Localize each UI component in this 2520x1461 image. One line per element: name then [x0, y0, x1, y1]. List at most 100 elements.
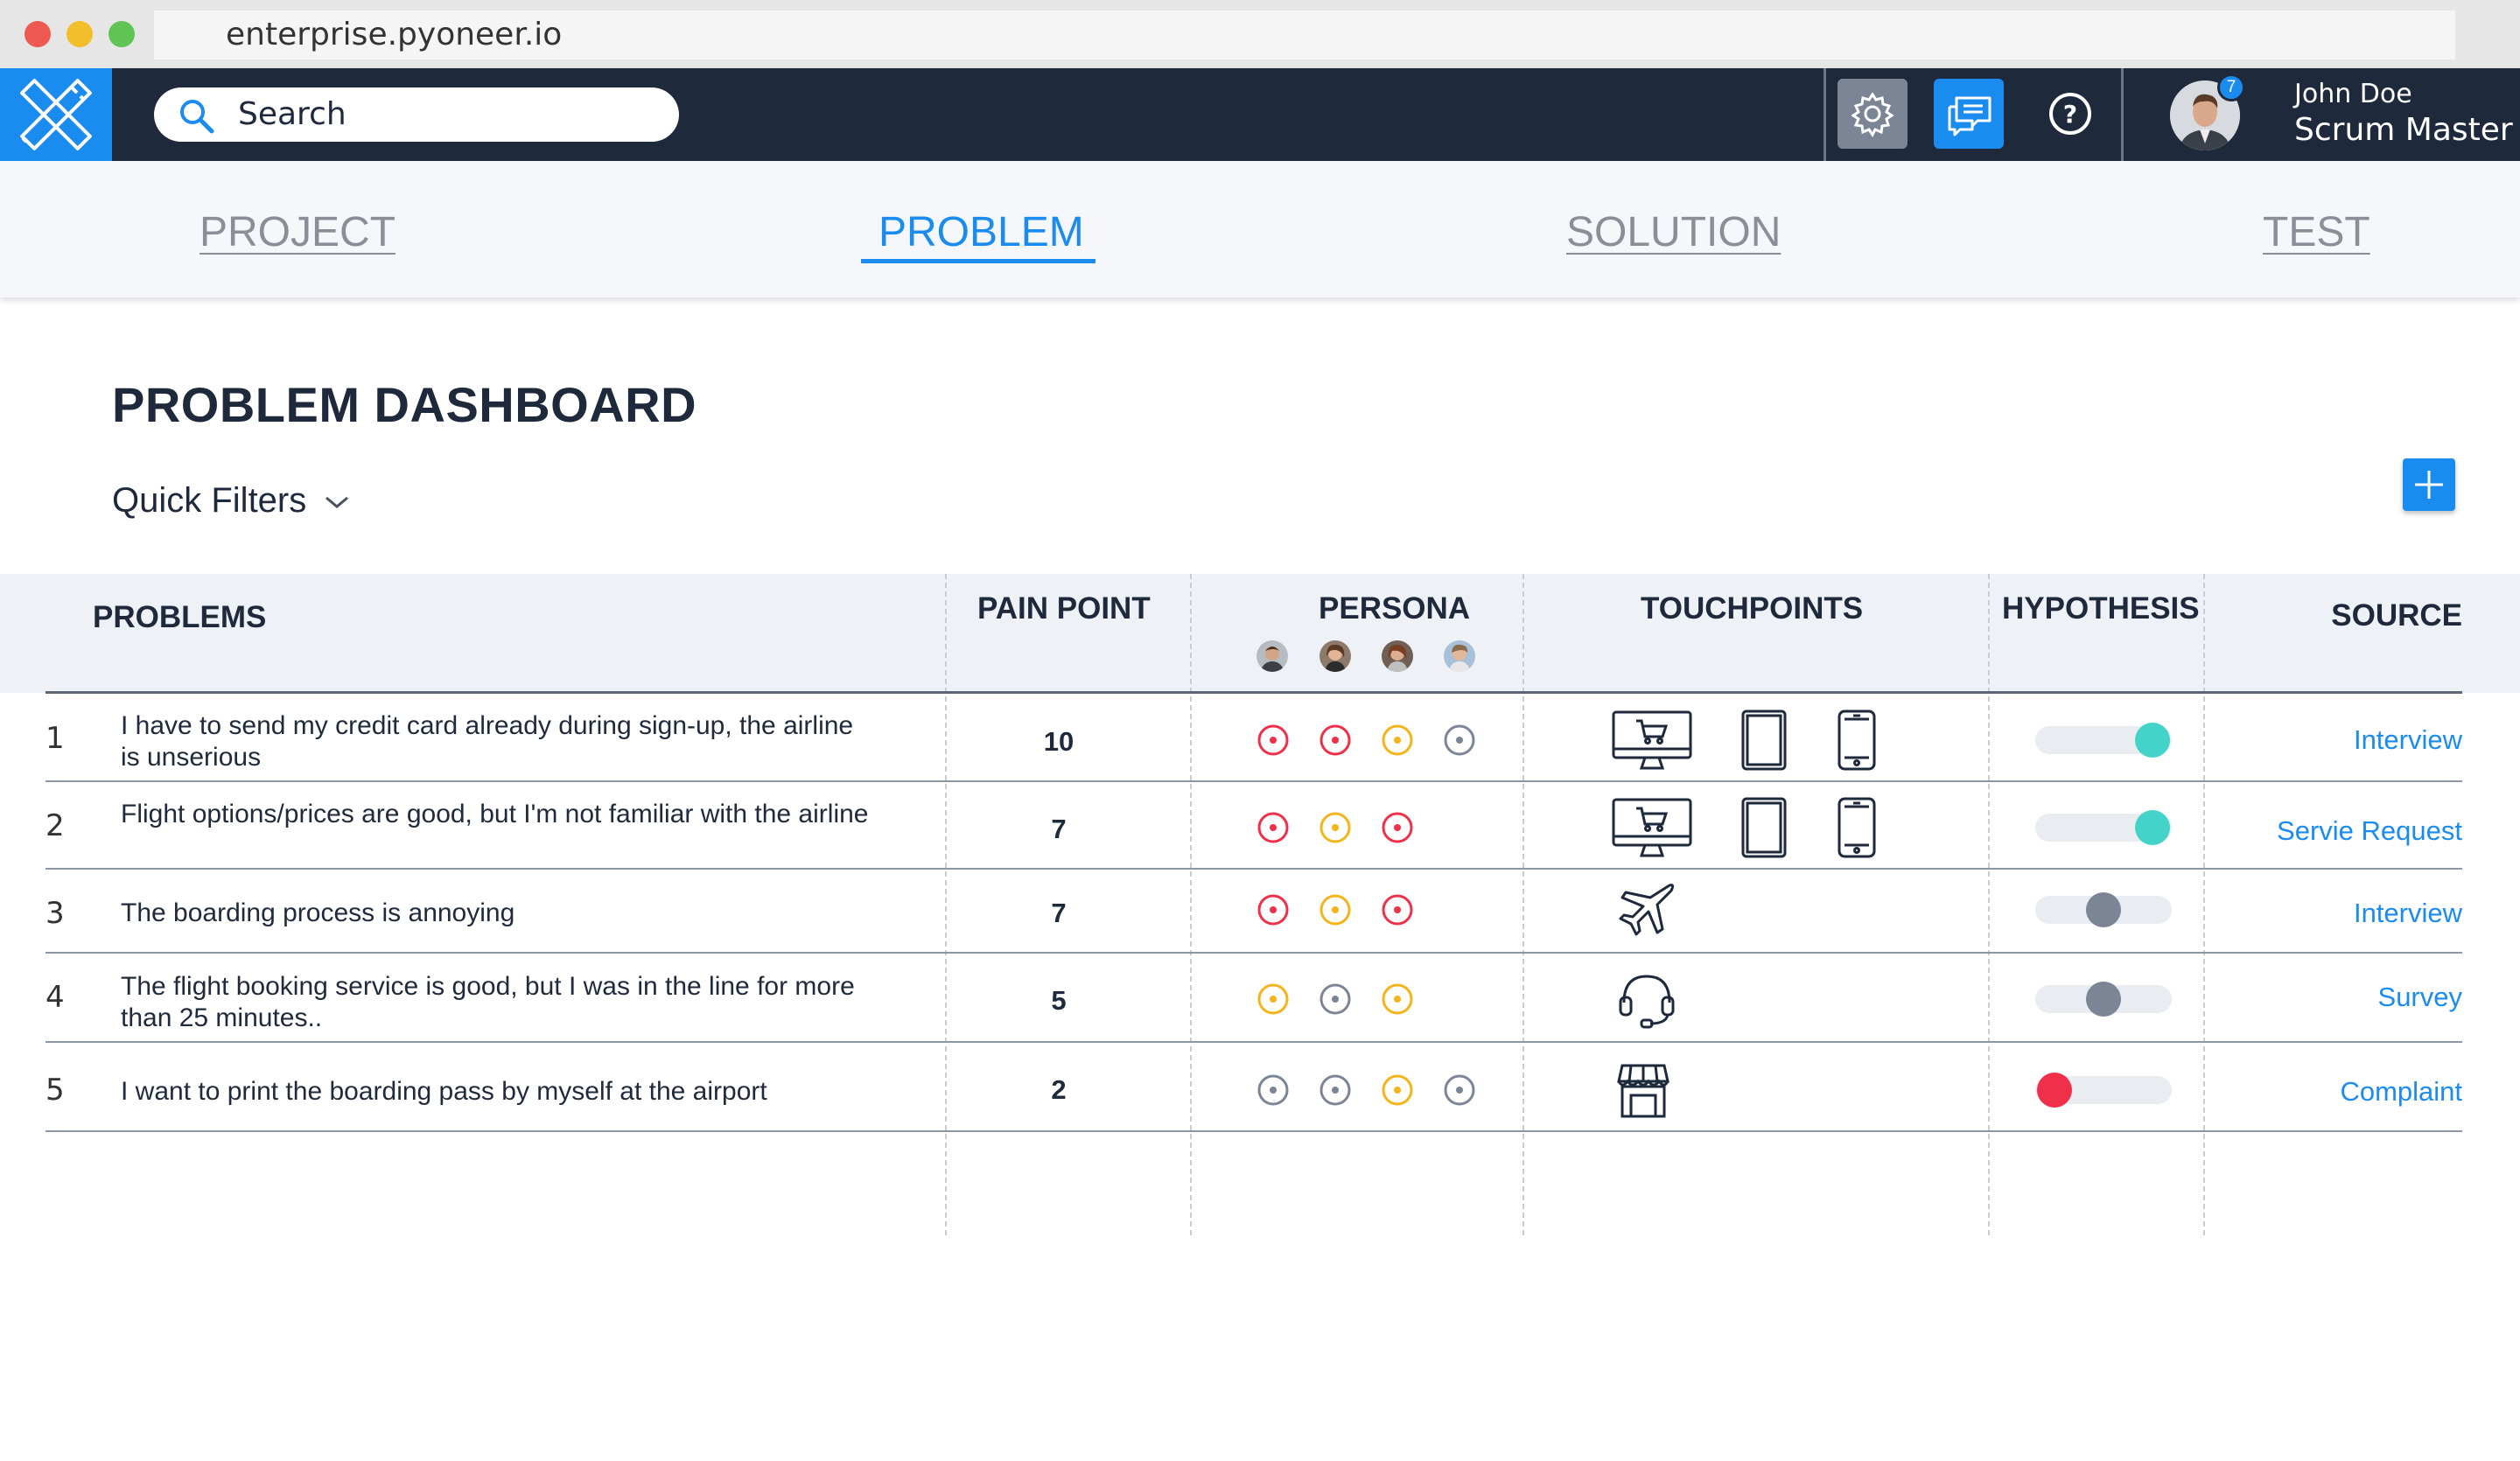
column-header-persona[interactable]: PERSONA	[1319, 591, 1471, 626]
address-bar[interactable]: enterprise.pyoneer.io	[154, 10, 2455, 59]
plus-icon	[2415, 471, 2443, 499]
pain-point-value: 10	[1043, 726, 1074, 757]
persona-indicator-gray[interactable]	[1442, 1073, 1477, 1108]
source-link[interactable]: Complaint	[2340, 1076, 2462, 1107]
persona-indicator-gray[interactable]	[1256, 1073, 1291, 1108]
problem-text[interactable]: I have to send my credit card already du…	[121, 711, 854, 772]
column-divider	[945, 574, 947, 1235]
row-number: 2	[46, 808, 65, 843]
quick-filters-label: Quick Filters	[112, 481, 307, 520]
header-bottom-line	[46, 691, 2462, 694]
persona-photo-icon	[1444, 640, 1475, 672]
user-name[interactable]: John Doe	[2294, 79, 2412, 109]
persona-indicator-yellow[interactable]	[1380, 982, 1415, 1017]
column-header-touchpoints[interactable]: TOUCHPOINTS	[1641, 591, 1864, 626]
hypothesis-toggle-knob[interactable]	[2086, 892, 2121, 927]
source-link[interactable]: Interview	[2353, 724, 2462, 755]
persona-avatar-3[interactable]	[1382, 640, 1413, 672]
persona-indicator-red[interactable]	[1318, 723, 1353, 758]
phone-icon	[1836, 796, 1878, 863]
search-input[interactable]: Search	[238, 96, 346, 132]
column-divider	[2203, 574, 2205, 1235]
close-window-button[interactable]	[24, 21, 51, 47]
persona-avatar-4[interactable]	[1444, 640, 1475, 672]
persona-indicator-red[interactable]	[1256, 892, 1291, 927]
user-role: Scrum Master	[2294, 112, 2513, 148]
persona-indicator-yellow[interactable]	[1318, 892, 1353, 927]
persona-avatar-1[interactable]	[1256, 640, 1288, 672]
notification-badge[interactable]: 7	[2217, 73, 2245, 101]
column-header-source[interactable]: SOURCE	[2331, 598, 2462, 633]
persona-indicator-red[interactable]	[1256, 810, 1291, 845]
row-number: 4	[46, 980, 65, 1015]
gear-icon	[1851, 92, 1894, 137]
minimize-window-button[interactable]	[66, 21, 93, 47]
pain-point-value: 7	[1051, 898, 1067, 928]
row-divider	[46, 780, 2462, 782]
tab-solution[interactable]: SOLUTION	[1566, 209, 1782, 255]
svg-text:?: ?	[2063, 100, 2077, 129]
help-icon: ?	[2049, 93, 2091, 135]
persona-indicator-gray[interactable]	[1318, 1073, 1353, 1108]
persona-photo-icon	[1256, 640, 1288, 672]
persona-indicator-gray[interactable]	[1318, 982, 1353, 1017]
browser-chrome: enterprise.pyoneer.io	[0, 0, 2520, 68]
persona-indicator-gray[interactable]	[1442, 723, 1477, 758]
search-bar[interactable]: Search	[154, 87, 679, 142]
settings-button[interactable]	[1838, 79, 1908, 149]
hypothesis-toggle-knob[interactable]	[2037, 1073, 2072, 1108]
divider	[1824, 68, 1826, 161]
column-header-hypothesis[interactable]: HYPOTHESIS	[2002, 591, 2200, 626]
persona-indicator-yellow[interactable]	[1380, 723, 1415, 758]
tab-project[interactable]: PROJECT	[200, 209, 396, 255]
persona-photo-icon	[1320, 640, 1351, 672]
row-divider	[46, 868, 2462, 870]
divider	[2121, 68, 2124, 161]
pain-point-value: 5	[1051, 985, 1067, 1016]
column-divider	[1190, 574, 1192, 1235]
pain-point-value: 7	[1051, 814, 1067, 844]
help-button[interactable]: ?	[2035, 79, 2105, 149]
persona-indicator-red[interactable]	[1380, 810, 1415, 845]
add-problem-button[interactable]	[2403, 458, 2455, 511]
pencil-ruler-logo-icon	[20, 79, 92, 150]
top-navigation-bar: Search ?	[0, 68, 2520, 161]
hypothesis-toggle-knob[interactable]	[2135, 723, 2170, 758]
source-link[interactable]: Survey	[2377, 982, 2462, 1012]
column-header-pain-point[interactable]: PAIN POINT	[977, 591, 1151, 626]
pain-point-value: 2	[1051, 1074, 1067, 1105]
persona-avatar-2[interactable]	[1320, 640, 1351, 672]
problem-text[interactable]: I want to print the boarding pass by mys…	[121, 1077, 767, 1106]
persona-indicator-yellow[interactable]	[1256, 982, 1291, 1017]
chat-icon	[1948, 96, 1992, 136]
problem-text[interactable]: The flight booking service is good, but …	[121, 972, 855, 1032]
persona-indicator-yellow[interactable]	[1318, 810, 1353, 845]
persona-indicator-yellow[interactable]	[1380, 1073, 1415, 1108]
persona-photo-icon	[1382, 640, 1413, 672]
source-link[interactable]: Interview	[2353, 898, 2462, 928]
tab-test[interactable]: TEST	[2263, 209, 2370, 255]
persona-indicator-red[interactable]	[1256, 723, 1291, 758]
problem-text[interactable]: Flight options/prices are good, but I'm …	[121, 800, 869, 828]
active-tab-indicator	[861, 259, 1096, 263]
maximize-window-button[interactable]	[108, 21, 135, 47]
headset-icon	[1615, 968, 1678, 1035]
search-icon	[180, 100, 214, 134]
app-logo[interactable]	[0, 68, 112, 161]
hypothesis-toggle-knob[interactable]	[2086, 982, 2121, 1017]
messages-button[interactable]	[1934, 79, 2004, 149]
problem-text[interactable]: The boarding process is annoying	[121, 898, 515, 927]
page-title: PROBLEM DASHBOARD	[112, 377, 697, 432]
desktop-cart-icon	[1610, 709, 1694, 776]
persona-indicator-red[interactable]	[1380, 892, 1415, 927]
source-link[interactable]: Servie Request	[2277, 815, 2462, 846]
row-divider	[46, 952, 2462, 954]
row-number: 1	[46, 721, 65, 756]
column-divider	[1988, 574, 1990, 1235]
desktop-cart-icon	[1610, 796, 1694, 863]
quick-filters-dropdown[interactable]: Quick Filters	[112, 481, 351, 521]
row-divider	[46, 1041, 2462, 1043]
column-header-problems[interactable]: PROBLEMS	[93, 600, 267, 634]
tab-problem[interactable]: PROBLEM	[878, 209, 1084, 255]
hypothesis-toggle-knob[interactable]	[2135, 810, 2170, 845]
